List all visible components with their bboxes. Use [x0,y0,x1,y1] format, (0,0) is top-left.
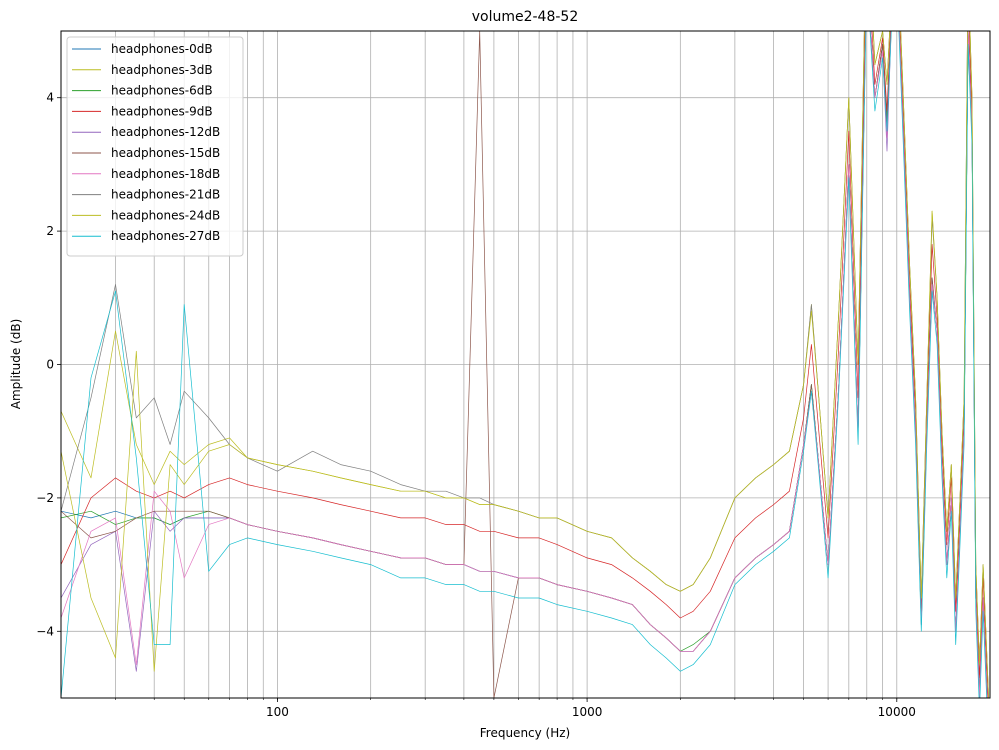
series-lines [61,31,989,698]
legend-label: headphones-27dB [111,229,220,243]
legend-label: headphones-24dB [111,208,220,222]
legend-box [66,36,244,257]
x-tick-label: 1000 [572,705,603,719]
legend-label: headphones-6dB [111,84,213,98]
x-tick-label: 100 [266,705,289,719]
x-tick-label: 10000 [878,705,916,719]
axis-ticks: −4 −2 0 2 4 100 1000 10000 [36,91,916,719]
y-tick-label: 2 [46,224,54,238]
legend-label: headphones-9dB [111,104,213,118]
legend-label: headphones-12dB [111,125,220,139]
series-line-headphones-27dB [61,31,988,698]
legend-label: headphones-21dB [111,188,220,202]
y-tick-label: −4 [36,624,54,638]
series-line-headphones-24dB [61,31,989,698]
y-axis-label: Amplitude (dB) [9,319,23,410]
y-tick-label: 4 [46,91,54,105]
chart-title: volume2-48-52 [472,9,579,25]
x-axis-label: Frequency (Hz) [480,726,571,740]
legend-label: headphones-3dB [111,63,213,77]
y-tick-label: −2 [36,491,54,505]
legend-label: headphones-15dB [111,146,220,160]
legend-label: headphones-18dB [111,167,220,181]
y-tick-label: 0 [46,358,54,372]
series-line-headphones-9dB [61,31,989,698]
series-line-headphones-18dB [61,31,988,698]
legend: headphones-0dB headphones-3dB headphones-6… [66,36,244,257]
legend-label: headphones-0dB [111,42,213,56]
